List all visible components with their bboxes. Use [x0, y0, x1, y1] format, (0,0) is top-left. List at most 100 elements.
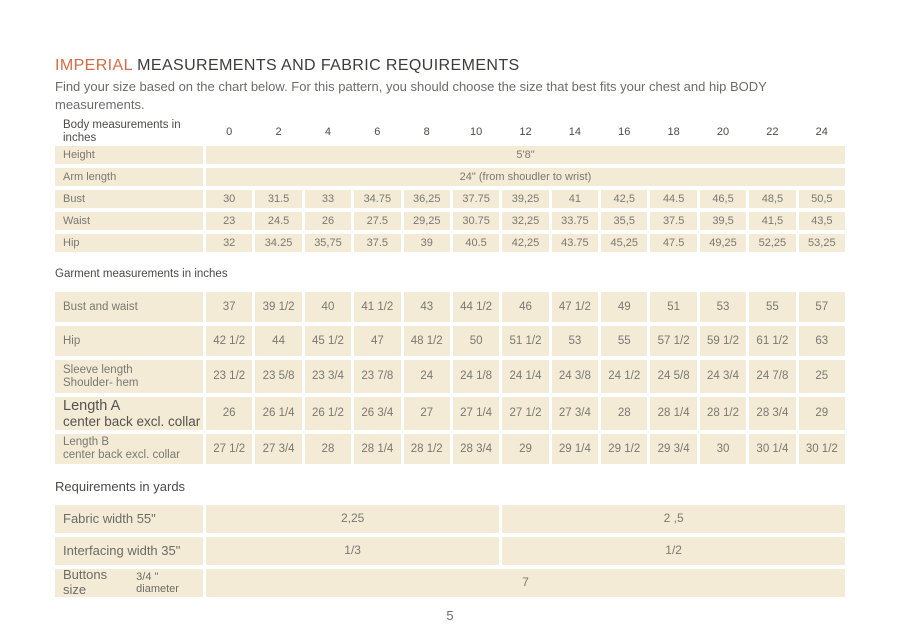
- cell: 29 3/4: [650, 434, 697, 465]
- cell: 28: [601, 397, 648, 431]
- table-row-length-a: Length A center back excl. collar 26 26 …: [55, 397, 845, 431]
- cell: 50,5: [798, 190, 845, 209]
- size-col-header: 18: [667, 125, 680, 138]
- garment-section-label: Garment measurements in inches: [55, 268, 228, 281]
- table-row-waist: Waist 23 24.5 26 27.5 29,25 30.75 32,25 …: [55, 212, 845, 231]
- row-label: Hip: [55, 234, 203, 253]
- cell: 24 5/8: [650, 360, 697, 394]
- cell: 53: [699, 292, 747, 323]
- cell: 47.5: [650, 234, 697, 253]
- cell: 37.5: [354, 234, 401, 253]
- size-col-header: 8: [423, 125, 430, 138]
- size-col-header: 22: [766, 125, 779, 138]
- merged-value-cell-left: 2,25: [206, 505, 500, 534]
- cell: 29 1/4: [551, 434, 599, 465]
- cell: 29: [798, 397, 845, 431]
- cell: 57 1/2: [650, 326, 697, 357]
- cell: 27 1/2: [206, 434, 253, 465]
- row-label: Length B center back excl. collar: [55, 434, 203, 465]
- title-highlight: IMPERIAL: [55, 57, 133, 74]
- cell: 43: [403, 292, 450, 323]
- cell: 46,5: [699, 190, 747, 209]
- cell: 37.75: [452, 190, 500, 209]
- merged-value-cell: 24" (from shoudler to wrist): [206, 168, 845, 187]
- table-row-interfacing-width: Interfacing width 35" 1/3 1/2: [55, 537, 845, 566]
- body-table-header-label: Body measurements in inches: [63, 118, 181, 144]
- cell: 44 1/2: [452, 292, 500, 323]
- page-subtitle: Find your size based on the chart below.…: [55, 79, 767, 113]
- row-label: Bust and waist: [55, 292, 203, 323]
- merged-value-cell-left: 1/3: [206, 537, 500, 566]
- cell: 61 1/2: [749, 326, 796, 357]
- body-table-header-row: Body measurements in inches 0 2 4 6 8 10…: [55, 118, 845, 144]
- cell: 49,25: [699, 234, 747, 253]
- title-rest: MEASUREMENTS AND FABRIC REQUIREMENTS: [132, 57, 520, 74]
- cell: 34.75: [354, 190, 401, 209]
- cell: 28 3/4: [452, 434, 500, 465]
- cell: 26: [304, 212, 352, 231]
- cell: 37: [206, 292, 253, 323]
- table-row-height: Height 5'8": [55, 146, 845, 165]
- cell: 52,25: [749, 234, 796, 253]
- cell: 44.5: [650, 190, 697, 209]
- row-label-line1: Sleeve length: [63, 363, 133, 376]
- cell: 29,25: [403, 212, 450, 231]
- cell: 24.5: [255, 212, 302, 231]
- row-label-main: Buttons size: [63, 567, 108, 598]
- cell: 41,5: [749, 212, 796, 231]
- cell: 26 1/2: [304, 397, 352, 431]
- cell: 42,25: [502, 234, 549, 253]
- row-label: Waist: [55, 212, 203, 231]
- size-col-header: 16: [618, 125, 631, 138]
- table-row-garment-hip: Hip 42 1/2 44 45 1/2 47 48 1/2 50 51 1/2…: [55, 326, 845, 357]
- row-label-line1: Length A: [63, 397, 121, 414]
- cell: 39: [403, 234, 450, 253]
- cell: 26 3/4: [354, 397, 401, 431]
- cell: 28 1/4: [650, 397, 697, 431]
- cell: 28: [304, 434, 352, 465]
- cell: 27 1/2: [502, 397, 549, 431]
- row-label: Arm length: [55, 168, 203, 187]
- table-row-hip: Hip 32 34.25 35,75 37.5 39 40.5 42,25 43…: [55, 234, 845, 253]
- cell: 51: [650, 292, 697, 323]
- merged-value-cell: 7: [206, 569, 845, 598]
- table-row-bust: Bust 30 31.5 33 34.75 36,25 37.75 39,25 …: [55, 190, 845, 209]
- cell: 24 3/8: [551, 360, 599, 394]
- cell: 24 7/8: [749, 360, 796, 394]
- cell: 39 1/2: [255, 292, 302, 323]
- cell: 42 1/2: [206, 326, 253, 357]
- cell: 48 1/2: [403, 326, 450, 357]
- cell: 49: [601, 292, 648, 323]
- page-title: IMPERIAL MEASUREMENTS AND FABRIC REQUIRE…: [55, 57, 845, 75]
- requirements-section-label: Requirements in yards: [55, 479, 186, 495]
- cell: 53: [551, 326, 599, 357]
- row-label: Hip: [55, 326, 203, 357]
- cell: 27 3/4: [551, 397, 599, 431]
- cell: 41 1/2: [354, 292, 401, 323]
- cell: 28 1/4: [354, 434, 401, 465]
- cell: 55: [749, 292, 796, 323]
- row-label-line2: Shoulder- hem: [63, 376, 139, 389]
- cell: 27 1/4: [452, 397, 500, 431]
- cell: 55: [601, 326, 648, 357]
- table-row-length-b: Length B center back excl. collar 27 1/2…: [55, 434, 845, 465]
- row-label: Bust: [55, 190, 203, 209]
- merged-value-cell: 5'8": [206, 146, 845, 165]
- cell: 26: [206, 397, 253, 431]
- page-content: IMPERIAL MEASUREMENTS AND FABRIC REQUIRE…: [55, 57, 845, 598]
- cell: 27.5: [354, 212, 401, 231]
- size-col-header: 14: [568, 125, 581, 138]
- cell: 28 3/4: [749, 397, 796, 431]
- cell: 24 3/4: [699, 360, 747, 394]
- row-label: Sleeve length Shoulder- hem: [55, 360, 203, 394]
- table-row-sleeve-length: Sleeve length Shoulder- hem 23 1/2 23 5/…: [55, 360, 845, 394]
- cell: 25: [798, 360, 845, 394]
- cell: 39,5: [699, 212, 747, 231]
- cell: 37.5: [650, 212, 697, 231]
- cell: 30.75: [452, 212, 500, 231]
- size-col-header: 12: [519, 125, 532, 138]
- cell: 40: [304, 292, 352, 323]
- cell: 30 1/2: [798, 434, 845, 465]
- row-label: Height: [55, 146, 203, 165]
